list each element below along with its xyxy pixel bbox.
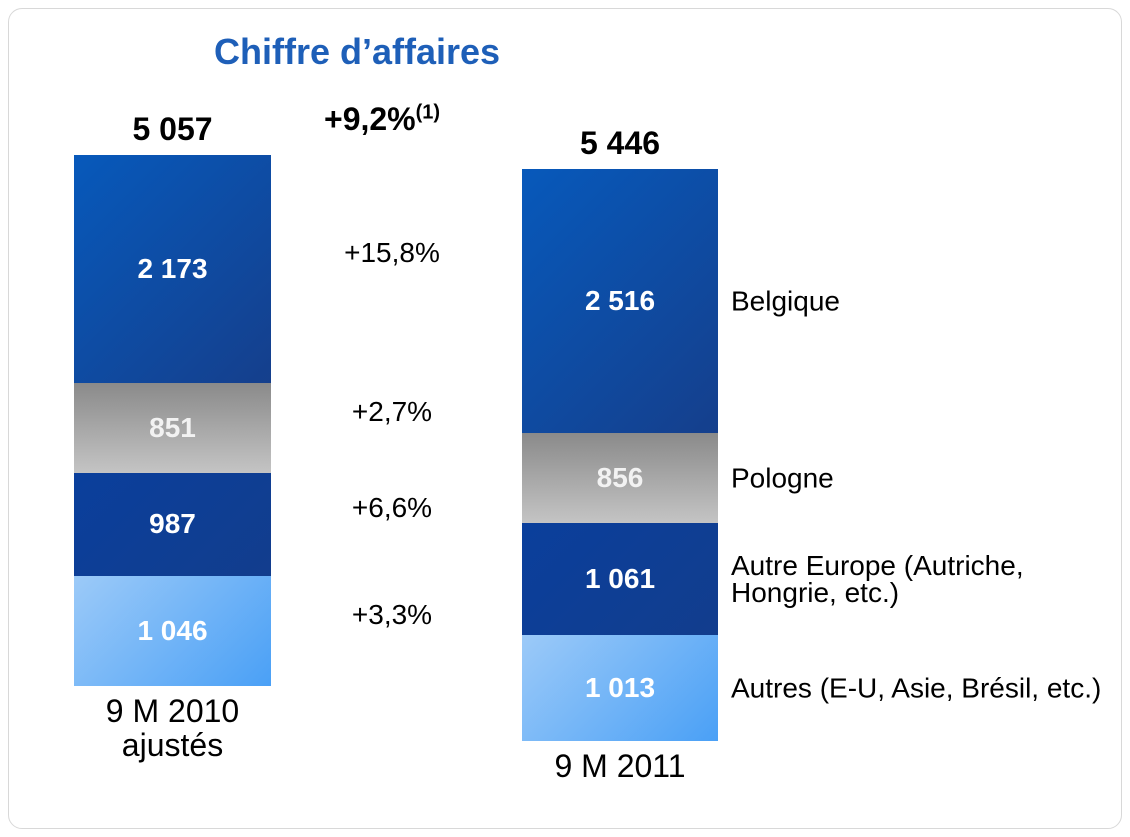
growth-label: +6,6% <box>351 492 433 524</box>
legend-label: Autres (E-U, Asie, Brésil, etc.) <box>731 672 1102 704</box>
growth-label: +2,7% <box>351 395 433 427</box>
total-growth: +9,2%(1) <box>324 101 440 138</box>
bar-segment <box>522 523 718 635</box>
legend-label: Belgique <box>731 285 840 317</box>
value-label: 987 <box>149 508 196 540</box>
bar-segment <box>522 433 718 524</box>
legend-label: Autre Europe (Autriche, Hongrie, etc.) <box>731 549 1024 608</box>
bar-segment <box>522 634 718 741</box>
value-label: 2 173 <box>137 253 208 285</box>
bar-segment <box>522 169 718 434</box>
chart: Chiffre d’affaires +9,2%(1) 1 046 +3,3% 98… <box>8 8 1122 829</box>
total-growth-label: +9,2% <box>324 101 416 137</box>
value-label: 856 <box>596 462 644 494</box>
value-label: 2 516 <box>584 285 656 317</box>
x-tick-label: 9 M 2011 <box>554 748 686 784</box>
total-growth-note: (1) <box>415 101 441 124</box>
value-label: 1 046 <box>137 615 208 647</box>
bar-segment <box>74 155 271 384</box>
value-label: 1 061 <box>584 562 656 594</box>
chart-title: Chiffre d’affaires <box>214 31 501 72</box>
total-label: 5 057 <box>132 111 213 147</box>
value-label: 1 013 <box>584 671 656 703</box>
bar-segment <box>74 472 271 577</box>
bar-segment <box>74 576 271 686</box>
value-label: 851 <box>149 411 196 443</box>
growth-label: +15,8% <box>344 237 440 269</box>
legend-label: Pologne <box>731 462 834 494</box>
growth-label: +3,3% <box>351 599 433 631</box>
total-label: 5 446 <box>579 125 661 162</box>
x-tick-label: 9 M 2010 ajustés <box>105 693 240 763</box>
bar-segment <box>74 383 271 473</box>
